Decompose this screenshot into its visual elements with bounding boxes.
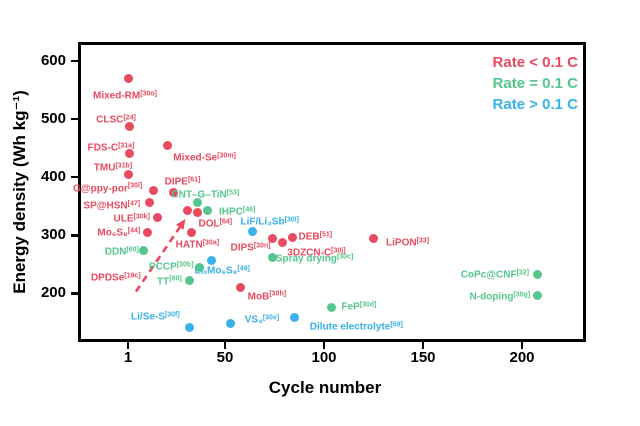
data-point: [287, 232, 297, 242]
data-point: [289, 313, 299, 323]
data-point: [268, 253, 278, 263]
data-point-label: SP@HSN[47]: [83, 200, 141, 212]
y-tick-label: 400: [40, 168, 66, 186]
data-point-label: ULE[30k]: [113, 213, 150, 225]
data-point-label: VS₄[30e]: [244, 314, 280, 326]
data-point-label: IHPC[46]: [219, 206, 256, 218]
data-point: [202, 206, 212, 216]
data-point: [125, 122, 135, 132]
data-point: [226, 318, 236, 328]
data-point-label: LiPON[33]: [386, 237, 430, 249]
data-point-label: Mo₆S₈[44]: [97, 227, 141, 239]
data-point-label: CNT–G–TiN[53]: [171, 189, 240, 201]
data-point-label: HATN[30a]: [175, 239, 220, 251]
data-point: [236, 283, 246, 293]
legend: Rate < 0.1 C Rate = 0.1 C Rate > 0.1 C: [493, 52, 578, 115]
legend-item-rate-lt: Rate < 0.1 C: [492, 54, 578, 71]
x-axis-title: Cycle number: [268, 378, 382, 397]
y-tick-label: 500: [40, 110, 66, 128]
x-tick-label: 200: [509, 349, 535, 366]
data-point: [123, 73, 133, 83]
data-point-label: TMU[31b]: [93, 162, 133, 174]
data-point: [143, 227, 153, 237]
data-point-label: CLSC[24]: [96, 114, 136, 126]
data-point-label: FDS-C[31a]: [87, 142, 135, 154]
data-point: [206, 256, 216, 266]
data-point-label: TT[60]: [157, 275, 182, 288]
x-tick: [223, 342, 227, 349]
y-axis-title: Energy density (Wh kg⁻¹): [10, 90, 29, 294]
data-point-label: DOL[64]: [198, 218, 233, 230]
data-point: [533, 291, 543, 301]
data-point: [533, 270, 543, 280]
legend-item-rate-gt: Rate > 0.1 C: [492, 96, 578, 113]
data-point-label: Dilute electrolyte[59]: [309, 321, 403, 333]
data-point: [194, 262, 204, 272]
x-tick-label: 150: [410, 349, 436, 366]
data-point: [184, 276, 194, 286]
data-point: [327, 303, 337, 313]
x-tick: [421, 342, 425, 349]
data-point: [182, 205, 192, 215]
data-point: [125, 149, 135, 159]
x-tick-label: 1: [123, 349, 133, 366]
y-tick-label: 200: [40, 284, 66, 302]
data-point-label: DIPS[30n]: [230, 242, 271, 254]
data-point: [145, 197, 155, 207]
data-point: [248, 227, 258, 237]
legend-item-rate-eq: Rate = 0.1 C: [492, 75, 578, 92]
data-point-label: 3DZCN-C[30j]: [287, 247, 346, 259]
data-point-label: PCCP[30b]: [149, 261, 194, 273]
data-point: [163, 140, 173, 150]
data-point-label: LiₓMo₆S₈[49]: [194, 265, 250, 277]
y-tick: [71, 59, 78, 63]
x-tick: [126, 342, 130, 349]
data-point-label: G@ppy-por[30l]: [73, 182, 143, 195]
data-point: [277, 238, 287, 248]
y-tick: [71, 292, 78, 295]
data-point-label: LiF/Li₃Sb[30i]: [240, 216, 299, 228]
data-point: [184, 322, 194, 332]
x-tick: [520, 342, 524, 349]
data-point-label: DIPE[61]: [164, 176, 201, 188]
x-tick-label: 50: [216, 349, 234, 366]
data-point-label: N-doping[30g]: [469, 291, 531, 303]
data-point: [149, 186, 159, 196]
y-tick: [71, 234, 78, 237]
x-tick: [322, 342, 326, 349]
data-point: [123, 170, 133, 180]
data-point-label: Li/Se-S[30f]: [131, 311, 180, 323]
y-tick: [71, 117, 78, 121]
data-point-label: Spray drying[30c]: [275, 253, 354, 265]
data-point-label: FeP[30d]: [341, 301, 377, 313]
data-point: [153, 212, 163, 222]
x-tick-label: 100: [311, 349, 337, 366]
data-point-label: MoB[30h]: [247, 290, 287, 303]
data-point-label: DEB[51]: [298, 231, 333, 243]
y-tick-label: 600: [40, 52, 66, 69]
data-point-label: Mixed-Se[30m]: [173, 152, 236, 164]
data-point: [268, 233, 278, 243]
data-point-label: DDN[60]: [104, 246, 139, 258]
data-point-label: CoPc@CNF[32]: [460, 269, 530, 281]
y-tick: [71, 175, 78, 179]
data-point: [192, 198, 202, 208]
data-point: [369, 233, 379, 243]
data-point: [139, 246, 149, 256]
data-point-label: DPDSe[19c]: [90, 272, 141, 284]
data-point: [192, 207, 202, 217]
data-point: [186, 227, 196, 237]
data-point: [169, 188, 179, 198]
y-tick-label: 300: [40, 226, 66, 244]
data-point-label: Mixed-RM[30o]: [93, 90, 157, 102]
